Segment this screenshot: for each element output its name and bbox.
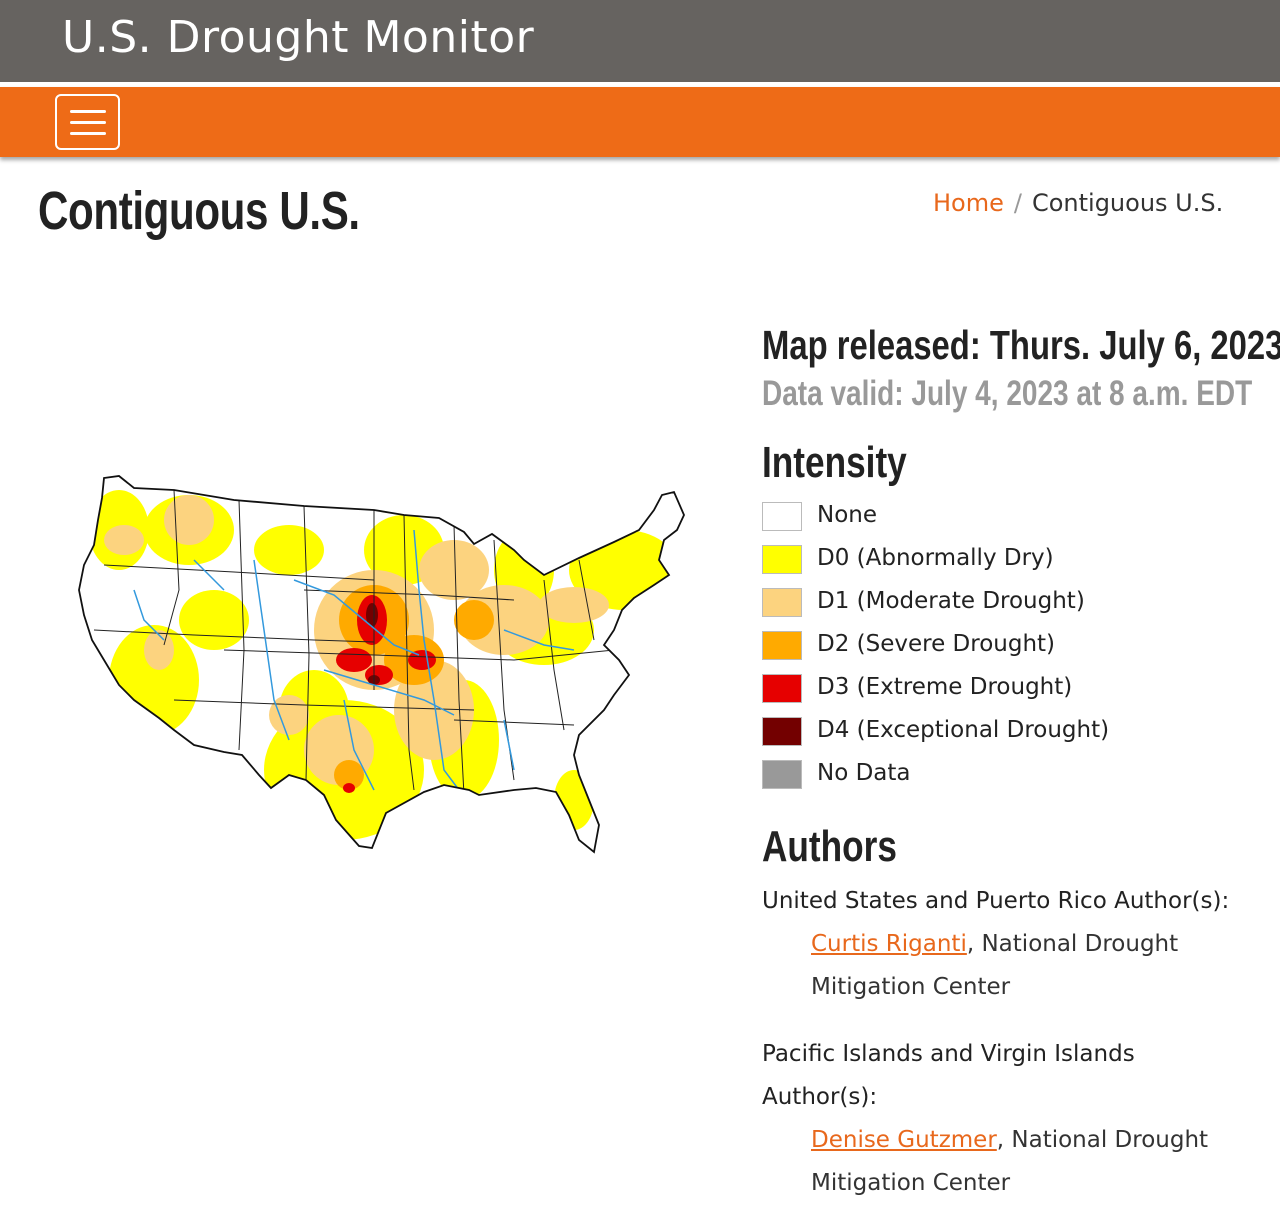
breadcrumb-current: Contiguous U.S. bbox=[1031, 189, 1224, 217]
legend-swatch bbox=[762, 674, 802, 703]
intensity-heading: Intensity bbox=[762, 438, 907, 487]
breadcrumb-separator: / bbox=[1013, 189, 1022, 217]
legend-swatch bbox=[762, 631, 802, 660]
map-released-date: Map released: Thurs. July 6, 2023 bbox=[762, 322, 1280, 368]
legend-desc: (Abnormally Dry) bbox=[856, 545, 1054, 571]
legend-code: D4 bbox=[817, 717, 850, 743]
legend-code: D3 bbox=[817, 674, 850, 700]
author-affiliation: , National Drought bbox=[966, 931, 1179, 957]
pacific-author-entry: Denise Gutzmer, National Drought bbox=[811, 1119, 1231, 1162]
author-link-curtis-riganti[interactable]: Curtis Riganti bbox=[811, 931, 967, 957]
drought-map[interactable] bbox=[74, 470, 689, 860]
legend-code: D0 bbox=[817, 545, 850, 571]
legend-swatch bbox=[762, 717, 802, 746]
site-title[interactable]: U.S. Drought Monitor bbox=[62, 12, 535, 63]
menu-icon-bar bbox=[70, 110, 106, 113]
us-authors-label: United States and Puerto Rico Author(s): bbox=[762, 888, 1230, 914]
legend-swatch bbox=[762, 502, 802, 531]
menu-icon-bar bbox=[70, 132, 106, 135]
pacific-authors-label: Pacific Islands and Virgin Islands bbox=[762, 1041, 1135, 1067]
drought-map-image bbox=[78, 475, 685, 854]
us-author-affiliation-line2: Mitigation Center bbox=[811, 974, 1011, 1000]
legend-desc: (Exceptional Drought) bbox=[856, 717, 1110, 743]
legend-swatch bbox=[762, 588, 802, 617]
pacific-author-affiliation-line2: Mitigation Center bbox=[811, 1170, 1011, 1196]
legend-desc: (Moderate Drought) bbox=[856, 588, 1085, 614]
pacific-authors-label-line2: Author(s): bbox=[762, 1084, 878, 1110]
author-affiliation: , National Drought bbox=[996, 1127, 1209, 1153]
header-divider bbox=[0, 82, 1280, 87]
hamburger-menu-button[interactable] bbox=[55, 94, 120, 150]
breadcrumb-home-link[interactable]: Home bbox=[933, 189, 1004, 217]
legend-swatch bbox=[762, 760, 802, 789]
us-author-entry: Curtis Riganti, National Drought bbox=[811, 923, 1231, 966]
legend-code: D2 bbox=[817, 631, 850, 657]
page-title: Contiguous U.S. bbox=[38, 181, 360, 241]
site-header: U.S. Drought Monitor bbox=[0, 0, 1280, 82]
author-link-denise-gutzmer[interactable]: Denise Gutzmer bbox=[811, 1127, 997, 1153]
authors-heading: Authors bbox=[762, 822, 897, 871]
legend-desc: (Extreme Drought) bbox=[856, 674, 1073, 700]
nav-bar bbox=[0, 87, 1280, 157]
breadcrumb: Home / Contiguous U.S. bbox=[933, 189, 1223, 217]
menu-icon-bar bbox=[70, 121, 106, 124]
legend-code: None bbox=[817, 502, 878, 528]
legend-swatch bbox=[762, 545, 802, 574]
data-valid-date: Data valid: July 4, 2023 at 8 a.m. EDT bbox=[762, 374, 1253, 413]
legend-code: D1 bbox=[817, 588, 850, 614]
legend-desc: (Severe Drought) bbox=[856, 631, 1056, 657]
legend-code: No Data bbox=[817, 760, 911, 786]
